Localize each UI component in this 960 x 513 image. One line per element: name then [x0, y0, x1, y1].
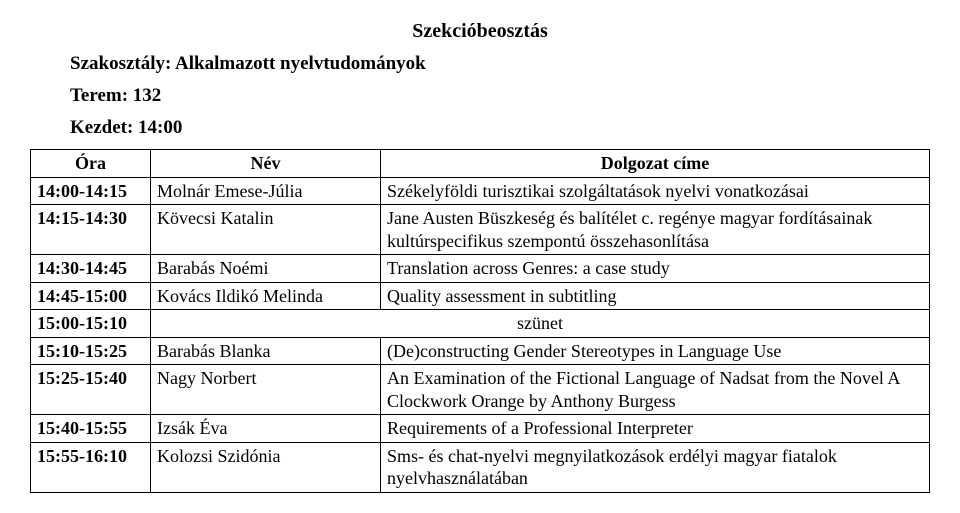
col-header-title: Dolgozat címe [381, 150, 930, 178]
document-title: Szekcióbeosztás [30, 20, 930, 43]
cell-time: 15:25-15:40 [31, 365, 151, 415]
cell-name: Barabás Noémi [151, 255, 381, 283]
cell-title: An Examination of the Fictional Language… [381, 365, 930, 415]
cell-name: Nagy Norbert [151, 365, 381, 415]
cell-title: Jane Austen Büszkeség és balítélet c. re… [381, 205, 930, 255]
table-row: 15:55-16:10Kolozsi SzidóniaSms- és chat-… [31, 442, 930, 492]
table-header-row: Óra Név Dolgozat címe [31, 150, 930, 178]
room-label: Terem: 132 [70, 85, 930, 107]
cell-time: 14:30-14:45 [31, 255, 151, 283]
cell-time: 15:10-15:25 [31, 337, 151, 365]
cell-time: 14:15-14:30 [31, 205, 151, 255]
cell-time: 15:00-15:10 [31, 310, 151, 338]
cell-name: Barabás Blanka [151, 337, 381, 365]
cell-name: Izsák Éva [151, 415, 381, 443]
table-row: 14:15-14:30Kövecsi KatalinJane Austen Bü… [31, 205, 930, 255]
cell-title: Quality assessment in subtitling [381, 282, 930, 310]
table-row: 15:10-15:25Barabás Blanka(De)constructin… [31, 337, 930, 365]
table-row: 14:45-15:00Kovács Ildikó MelindaQuality … [31, 282, 930, 310]
cell-name: Molnár Emese-Júlia [151, 177, 381, 205]
table-row: 15:40-15:55Izsák ÉvaRequirements of a Pr… [31, 415, 930, 443]
start-label: Kezdet: 14:00 [70, 117, 930, 139]
cell-title: Székelyföldi turisztikai szolgáltatások … [381, 177, 930, 205]
schedule-table: Óra Név Dolgozat címe 14:00-14:15Molnár … [30, 149, 930, 493]
meta-block: Szakosztály: Alkalmazott nyelvtudományok… [70, 53, 930, 139]
cell-name: Kovács Ildikó Melinda [151, 282, 381, 310]
cell-title: (De)constructing Gender Stereotypes in L… [381, 337, 930, 365]
cell-name: Kolozsi Szidónia [151, 442, 381, 492]
cell-title: Requirements of a Professional Interpret… [381, 415, 930, 443]
cell-time: 14:45-15:00 [31, 282, 151, 310]
col-header-time: Óra [31, 150, 151, 178]
table-row: 14:00-14:15Molnár Emese-JúliaSzékelyföld… [31, 177, 930, 205]
table-row: 15:25-15:40Nagy NorbertAn Examination of… [31, 365, 930, 415]
table-row: 15:00-15:10szünet [31, 310, 930, 338]
section-label: Szakosztály: Alkalmazott nyelvtudományok [70, 53, 930, 75]
cell-break: szünet [151, 310, 930, 338]
cell-name: Kövecsi Katalin [151, 205, 381, 255]
cell-time: 15:40-15:55 [31, 415, 151, 443]
col-header-name: Név [151, 150, 381, 178]
cell-title: Sms- és chat-nyelvi megnyilatkozások erd… [381, 442, 930, 492]
cell-time: 14:00-14:15 [31, 177, 151, 205]
cell-time: 15:55-16:10 [31, 442, 151, 492]
table-row: 14:30-14:45Barabás NoémiTranslation acro… [31, 255, 930, 283]
cell-title: Translation across Genres: a case study [381, 255, 930, 283]
